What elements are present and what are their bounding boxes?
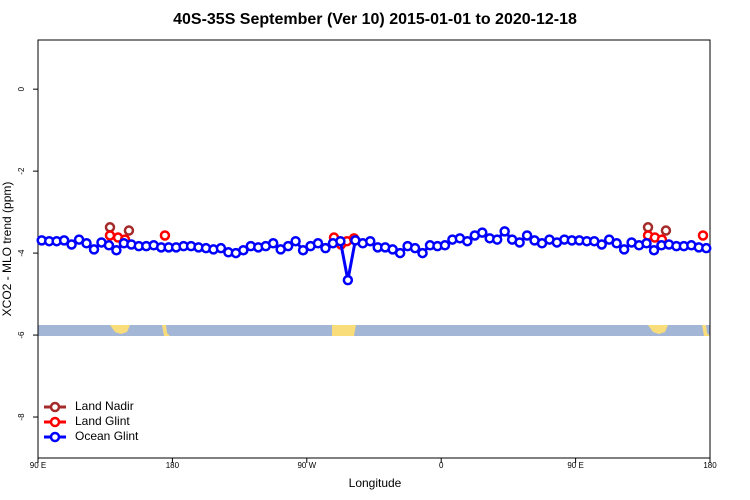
x-tick-label: 0 [439, 461, 444, 470]
point [365, 235, 376, 247]
point [111, 244, 122, 256]
point [409, 242, 421, 254]
x-tick-label: 90 W [297, 461, 316, 470]
point [697, 230, 709, 241]
point [439, 240, 451, 251]
point [104, 230, 116, 241]
point [335, 235, 346, 247]
point [394, 247, 406, 259]
point [297, 244, 309, 256]
x-tick-label: 180 [166, 461, 180, 470]
y-tick-label: -6 [17, 331, 26, 339]
point [642, 222, 654, 233]
ocean-band [38, 325, 710, 336]
point [641, 238, 652, 249]
point [477, 227, 488, 238]
y-tick-label: 0 [17, 86, 26, 91]
legend-label: Land Nadir [75, 399, 134, 413]
point [88, 244, 100, 255]
y-tick-label: -8 [17, 413, 26, 421]
y-tick-label: -2 [17, 167, 26, 175]
x-tick-label: 90 E [567, 461, 583, 470]
point [701, 242, 712, 254]
point [320, 242, 331, 254]
legend-marker [49, 401, 61, 413]
legend-label: Land Glint [75, 414, 130, 428]
x-axis-label: Longitude [349, 476, 402, 490]
map-strip [38, 325, 710, 336]
y-axis-label: XCO2 - MLO trend (ppm) [0, 182, 14, 317]
point [462, 235, 473, 247]
point [660, 225, 672, 236]
land [332, 325, 356, 336]
land [648, 325, 668, 334]
point [514, 237, 525, 248]
point [491, 234, 503, 245]
legend-marker [49, 416, 61, 428]
point [290, 235, 301, 247]
point [58, 235, 70, 246]
point [282, 240, 294, 252]
x-tick-label: 180 [703, 461, 717, 470]
point [123, 225, 135, 236]
land [110, 325, 130, 334]
legend-marker [49, 431, 61, 443]
point [238, 244, 249, 256]
point [103, 240, 115, 251]
point [159, 230, 171, 241]
point [267, 238, 279, 249]
point [104, 222, 116, 233]
point [312, 238, 324, 249]
land [162, 325, 170, 336]
point [618, 244, 630, 255]
point [596, 239, 607, 250]
point [611, 238, 622, 249]
point [215, 242, 227, 254]
point [417, 247, 428, 259]
point [648, 244, 660, 256]
x-tick-label: 90 E [30, 461, 46, 470]
land [702, 325, 710, 336]
point [81, 238, 92, 249]
legend-label: Ocean Glint [75, 429, 139, 443]
point [521, 230, 533, 241]
y-tick-label: -4 [17, 249, 26, 257]
chart-title: 40S-35S September (Ver 10) 2015-01-01 to… [173, 11, 577, 28]
point [499, 226, 510, 237]
point [342, 274, 354, 286]
point [66, 239, 77, 250]
